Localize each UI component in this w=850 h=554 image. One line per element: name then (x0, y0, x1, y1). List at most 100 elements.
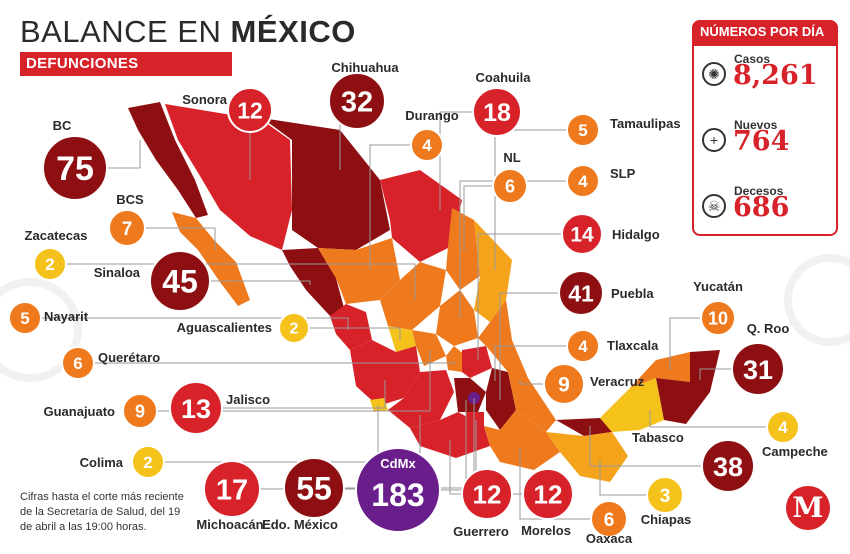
value-campeche: 4 (778, 418, 788, 437)
bubble-q-roo (731, 342, 785, 396)
label-sinaloa: Sinaloa (94, 265, 141, 280)
stat-label-casos: Casos (734, 52, 771, 66)
value-nayarit: 5 (20, 309, 29, 328)
plus-icon: + (702, 128, 726, 152)
subtitle-banner (20, 52, 232, 76)
bubble-edo-m-xico (283, 457, 345, 519)
label-q-roo: Q. Roo (747, 321, 790, 336)
bubble-nayarit (8, 301, 42, 335)
bubble-guanajuato (122, 393, 158, 429)
bubble-tlaxcala (566, 329, 600, 363)
label-colima: Colima (80, 455, 124, 470)
label-nayarit: Nayarit (44, 309, 89, 324)
region-puebla (486, 368, 516, 430)
region-michoacan (388, 370, 454, 428)
region-guerrero (410, 412, 490, 458)
leader-line-quer-taro (78, 362, 456, 364)
label-puebla: Puebla (611, 286, 654, 301)
value-guerrero: 12 (473, 480, 502, 510)
label-coahuila: Coahuila (476, 70, 532, 85)
value-coahuila: 18 (483, 99, 511, 127)
virus-icon: ✺ (702, 62, 726, 86)
bubble-chihuahua (328, 72, 386, 130)
label-yucat-n: Yucatán (693, 279, 743, 294)
label-zacatecas: Zacatecas (25, 228, 88, 243)
region-yucatan (630, 352, 690, 388)
value-veracruz: 9 (558, 374, 570, 397)
region-chiapas (546, 432, 628, 482)
label-campeche: Campeche (762, 444, 828, 459)
stat-value-decesos: 686 (733, 192, 790, 223)
leader-line-durango (369, 144, 427, 270)
label-bc: BC (53, 118, 72, 133)
bubble-quer-taro (61, 346, 95, 380)
leader-line-puebla (499, 292, 581, 400)
region-bcs (172, 212, 250, 306)
value-morelos: 12 (534, 480, 563, 510)
value-colima: 2 (143, 453, 152, 472)
panel-header (692, 20, 838, 46)
subtitle: DEFUNCIONES (26, 55, 139, 72)
bubble-tabasco (701, 439, 755, 493)
bubble-sinaloa (149, 250, 211, 312)
bubble-tamaulipas (566, 113, 600, 147)
region-durango (318, 238, 400, 304)
region-chihuahua (262, 118, 390, 250)
value-puebla: 41 (568, 280, 594, 306)
region-slp (436, 290, 478, 346)
leader-line-jalisco (196, 380, 386, 409)
label-jalisco: Jalisco (226, 392, 270, 407)
stat-value-nuevos: 764 (733, 126, 790, 157)
bubble-nl (492, 168, 528, 204)
bubble-hidalgo (561, 213, 603, 255)
label-chihuahua: Chihuahua (331, 60, 399, 75)
label-guerrero: Guerrero (453, 524, 509, 539)
bubble-slp (566, 164, 600, 198)
region-aguascalientes (388, 326, 416, 352)
value-chihuahua: 32 (341, 87, 373, 119)
value-cdmx: 183 (371, 477, 424, 513)
virus-decoration-icon (0, 254, 850, 382)
bubble-campeche (766, 410, 800, 444)
label-aguascalientes: Aguascalientes (177, 320, 272, 335)
region-sinaloa (282, 248, 344, 316)
panel-title: NÚMEROS POR DÍA (700, 24, 825, 39)
label-sonora: Sonora (182, 92, 228, 107)
value-hidalgo: 14 (570, 224, 594, 247)
value-sonora: 12 (237, 97, 263, 123)
region-nl (446, 208, 480, 290)
bubble-coahuila (472, 87, 522, 137)
state-bubbles: 7 5 BC 12 Sonora 32 Chihuahua 18 Coahuila 4 Durang… (8, 60, 828, 546)
label-nl: NL (503, 150, 520, 165)
value-michoac-n: 17 (216, 475, 248, 507)
value-tabasco: 38 (713, 452, 743, 482)
region-nayarit (330, 304, 372, 350)
label-veracruz: Veracruz (590, 374, 645, 389)
bubble-veracruz (543, 363, 585, 405)
label-edo-m-xico: Edo. México (262, 517, 338, 532)
region-jalisco (350, 340, 420, 406)
label-morelos: Morelos (521, 523, 571, 538)
leader-line-aguascalientes (294, 327, 401, 340)
source-note: Cifras hasta el corte más reciente de la… (20, 491, 184, 533)
bubble-sonora (227, 87, 273, 133)
value-aguascalientes: 2 (290, 321, 299, 338)
value-tlaxcala: 4 (578, 337, 588, 356)
label-durango: Durango (405, 108, 459, 123)
value-zacatecas: 2 (45, 255, 54, 274)
page-title: BALANCE EN MÉXICO (20, 14, 356, 49)
bubble-puebla (558, 270, 604, 316)
value-bcs: 7 (122, 219, 133, 240)
value-tamaulipas: 5 (578, 121, 587, 140)
label-tamaulipas: Tamaulipas (610, 116, 681, 131)
leader-line-chiapas (599, 460, 665, 496)
stat-label-nuevos: Nuevos (734, 118, 778, 132)
leader-line-nayarit (25, 317, 349, 330)
value-oaxaca: 6 (604, 510, 615, 531)
bubble-bc (42, 135, 108, 201)
value-edo-m-xico: 55 (296, 470, 332, 506)
value-quer-taro: 6 (73, 354, 82, 373)
leader-line-tlaxcala (494, 345, 583, 381)
label-hidalgo: Hidalgo (612, 227, 660, 242)
